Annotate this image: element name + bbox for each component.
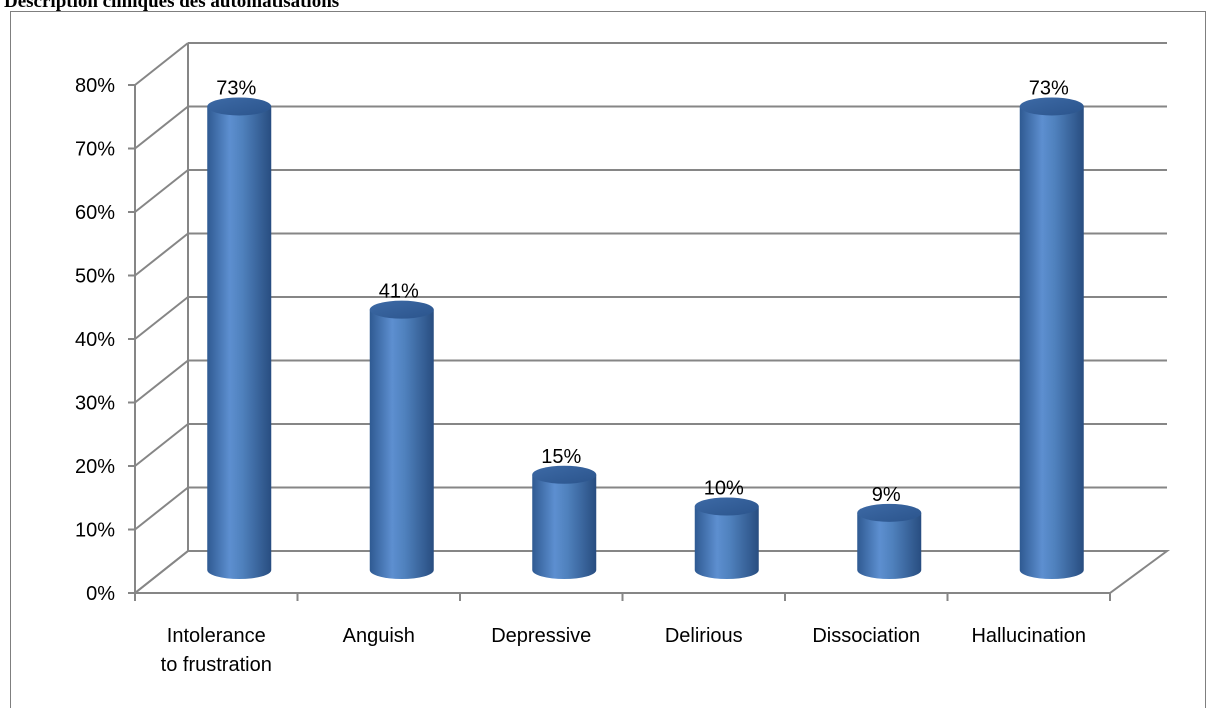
bar-body (857, 512, 922, 579)
data-label: 15% (541, 446, 581, 468)
data-label: 73% (216, 77, 256, 99)
side-gridline (134, 486, 189, 531)
y-tick-label: 60% (75, 202, 115, 224)
data-label: 73% (1029, 77, 1069, 99)
bar (1019, 97, 1084, 579)
category-label: Delirious (665, 625, 743, 647)
category-label: Anguish (343, 625, 415, 647)
bar-body (532, 474, 597, 579)
data-label: 9% (872, 484, 901, 506)
bar-cap (207, 97, 272, 116)
bar-cap (694, 497, 759, 516)
y-tick-label: 80% (75, 75, 115, 97)
floor (132, 550, 1171, 594)
data-labels: 73% 41% 15% 10% 9% 73% (216, 77, 1069, 505)
y-tick-label: 20% (75, 456, 115, 478)
y-tick-label: 70% (75, 139, 115, 161)
category-label: Hallucination (971, 625, 1086, 647)
y-tick-label: 40% (75, 329, 115, 351)
bars (207, 97, 1084, 579)
bar (207, 97, 272, 579)
y-tick-label: 50% (75, 266, 115, 288)
bar-body (207, 106, 272, 579)
bar-body (1019, 106, 1084, 579)
data-label: 41% (379, 281, 419, 303)
gridlines (132, 42, 1171, 594)
chart-frame (10, 11, 1206, 708)
bar-cap (1019, 97, 1084, 116)
bar (369, 300, 434, 579)
side-gridline (134, 359, 189, 404)
bar (694, 497, 759, 579)
axes (128, 43, 1111, 601)
figure-caption: Description cliniques des automatisation… (4, 0, 340, 12)
bar (857, 503, 922, 579)
bar-body (694, 506, 759, 579)
category-label: Dissociation (812, 625, 920, 647)
side-gridline (134, 42, 189, 86)
side-gridline (134, 423, 189, 467)
side-gridline (134, 296, 189, 340)
bar (532, 465, 597, 579)
bar-cap (369, 300, 434, 319)
category-label: Depressive (491, 625, 591, 647)
y-tick-labels: 0% 10% 20% 30% 40% 50% 60% 70% 80% (75, 75, 115, 605)
bar-body (369, 309, 434, 579)
category-labels: Intolerance to frustration Anguish Depressi… (161, 625, 1086, 676)
side-gridline (134, 232, 189, 277)
y-tick-label: 10% (75, 520, 115, 542)
category-label: to frustration (161, 654, 272, 676)
y-tick-label: 0% (86, 583, 115, 605)
side-gridline (134, 105, 189, 150)
side-gridline (134, 169, 189, 213)
y-tick-label: 30% (75, 393, 115, 415)
category-label: Intolerance (167, 625, 266, 647)
bar-cap (857, 503, 922, 522)
data-label: 10% (704, 478, 744, 500)
bar-cap (532, 465, 597, 484)
